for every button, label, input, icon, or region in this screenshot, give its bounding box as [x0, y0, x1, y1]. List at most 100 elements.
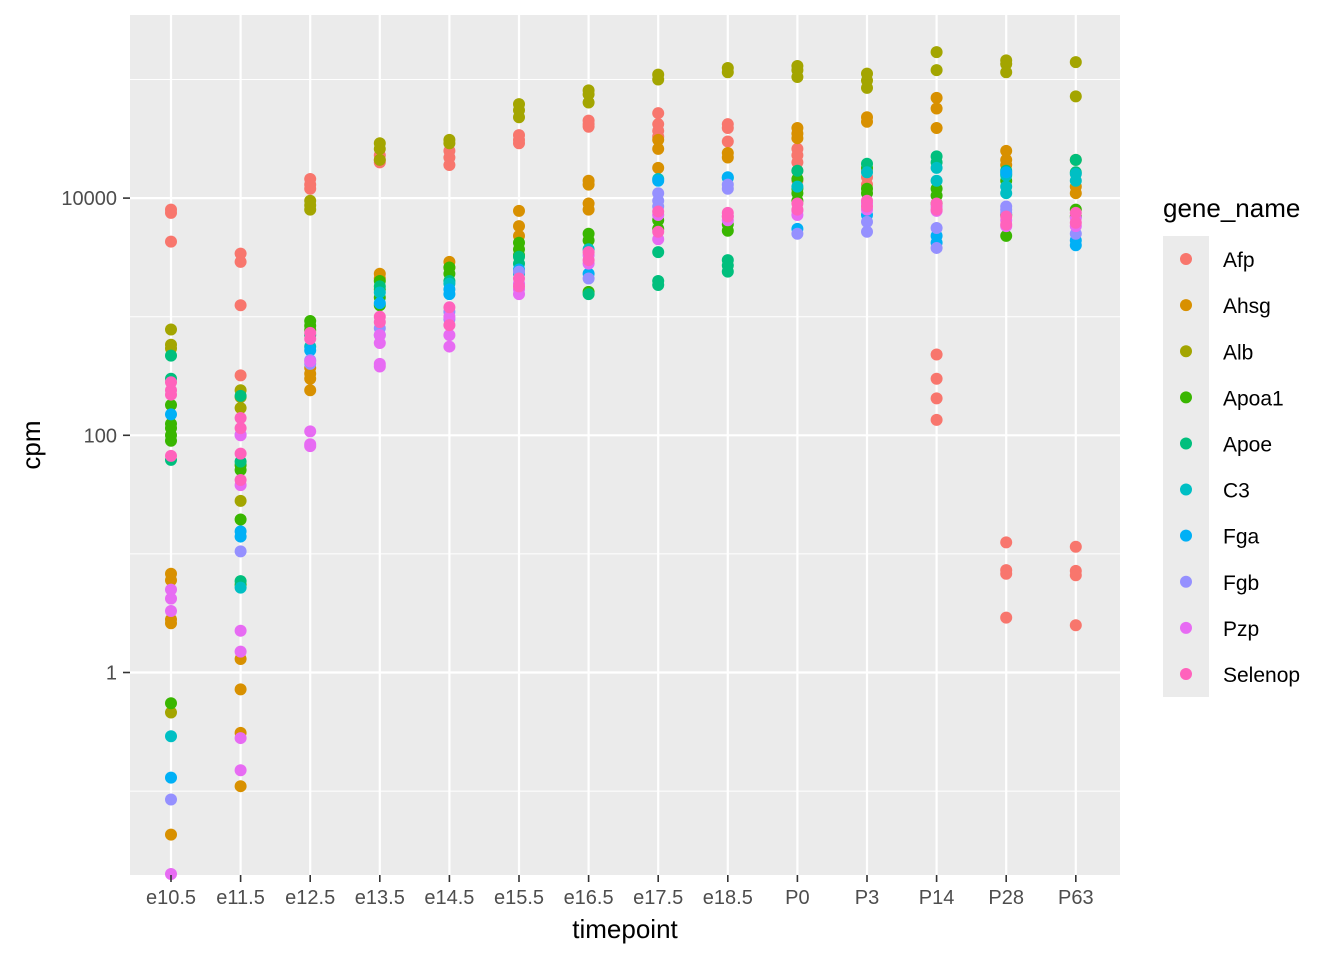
- data-point: [1069, 216, 1082, 229]
- legend-label-afp: Afp: [1223, 249, 1255, 272]
- data-point: [234, 513, 247, 526]
- series-alb: [165, 46, 1082, 719]
- data-point: [1000, 218, 1013, 231]
- x-axis-title: timepoint: [572, 914, 678, 944]
- data-point: [165, 697, 177, 710]
- data-point: [165, 323, 177, 336]
- series-ahsg: [165, 91, 1082, 841]
- x-tick-label: e10.5: [146, 887, 196, 909]
- x-tick-label: P0: [785, 887, 809, 909]
- data-point: [1069, 56, 1082, 69]
- data-point: [165, 706, 177, 719]
- data-point: [373, 286, 386, 299]
- data-point: [165, 592, 177, 605]
- data-point: [234, 494, 247, 507]
- data-point: [304, 384, 317, 397]
- legend-label-fgb: Fgb: [1223, 572, 1259, 595]
- data-point: [165, 583, 177, 596]
- data-point: [304, 355, 317, 368]
- data-point: [1000, 144, 1013, 157]
- data-point: [721, 265, 734, 278]
- data-point: [861, 115, 873, 128]
- data-point: [234, 732, 247, 745]
- legend-key-ahsg: [1180, 299, 1192, 312]
- data-point: [304, 344, 317, 357]
- data-point: [652, 279, 665, 292]
- data-point: [165, 399, 177, 412]
- x-tick-label: e11.5: [216, 887, 265, 909]
- data-point: [443, 288, 456, 301]
- data-point: [443, 329, 456, 342]
- data-point: [234, 401, 247, 414]
- data-point: [1069, 187, 1082, 200]
- series-fga: [165, 166, 1082, 784]
- data-point: [513, 220, 525, 233]
- data-point: [721, 224, 734, 237]
- data-point: [582, 178, 595, 191]
- data-point: [861, 225, 873, 238]
- data-point: [930, 203, 943, 216]
- data-point: [234, 581, 247, 594]
- data-point: [234, 411, 247, 424]
- data-point: [165, 349, 177, 362]
- data-point: [1000, 66, 1013, 79]
- data-point: [165, 730, 177, 743]
- y-tick-label: 10000: [61, 188, 117, 210]
- data-point: [165, 867, 177, 880]
- legend-label-ahsg: Ahsg: [1223, 295, 1271, 318]
- data-point: [165, 434, 177, 447]
- data-point: [582, 96, 595, 109]
- data-point: [443, 340, 456, 353]
- data-point: [1069, 206, 1082, 219]
- data-point: [165, 617, 177, 630]
- data-point: [1069, 540, 1082, 553]
- data-point: [165, 574, 177, 587]
- data-point: [1069, 174, 1082, 187]
- data-point: [582, 288, 595, 301]
- data-point: [373, 337, 386, 350]
- data-point: [165, 605, 177, 618]
- data-point: [652, 225, 665, 238]
- data-point: [165, 828, 177, 841]
- legend-label-c3: C3: [1223, 480, 1250, 503]
- data-point: [234, 525, 247, 538]
- data-point: [513, 137, 525, 150]
- data-point: [1000, 567, 1013, 580]
- legend-key-alb: [1180, 345, 1192, 358]
- legend-key-apoa1: [1180, 391, 1192, 404]
- data-point: [721, 182, 734, 195]
- data-point: [513, 204, 525, 217]
- data-point: [1069, 90, 1082, 103]
- data-point: [791, 156, 804, 169]
- data-point: [930, 102, 943, 115]
- data-point: [443, 301, 456, 314]
- data-point: [234, 255, 247, 268]
- data-point: [582, 254, 595, 267]
- data-point: [165, 449, 177, 462]
- data-point: [652, 142, 665, 155]
- x-tick-label: e14.5: [424, 887, 474, 909]
- data-point: [1000, 536, 1013, 549]
- data-point: [234, 764, 247, 777]
- legend-key-c3: [1180, 483, 1192, 496]
- data-point: [930, 241, 943, 254]
- data-point: [165, 793, 177, 806]
- data-point: [652, 205, 665, 218]
- data-point: [234, 463, 247, 476]
- data-point: [1000, 611, 1013, 624]
- x-tick-label: P28: [988, 887, 1024, 909]
- data-point: [1000, 187, 1013, 200]
- data-point: [1069, 619, 1082, 632]
- data-point: [582, 272, 595, 285]
- data-point: [861, 81, 873, 94]
- data-point: [234, 447, 247, 460]
- data-point: [652, 246, 665, 259]
- data-point: [1069, 569, 1082, 582]
- data-point: [1069, 153, 1082, 166]
- data-point: [930, 392, 943, 405]
- data-point: [373, 142, 386, 155]
- data-point: [791, 227, 804, 240]
- x-tick-label: e18.5: [703, 887, 753, 909]
- data-point: [234, 389, 247, 402]
